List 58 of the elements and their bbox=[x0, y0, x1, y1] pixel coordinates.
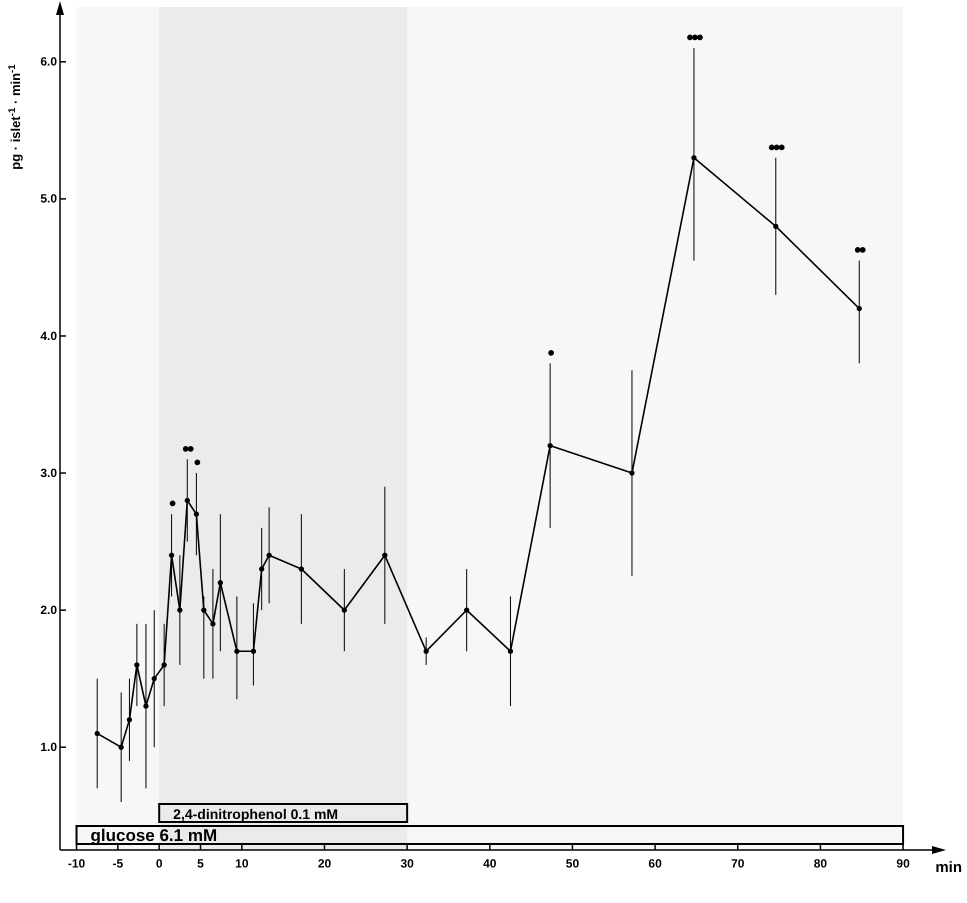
x-tick-label: 50 bbox=[566, 856, 580, 870]
point bbox=[298, 566, 304, 572]
point bbox=[162, 662, 167, 668]
x-tick-label: 80 bbox=[814, 856, 828, 870]
point bbox=[691, 155, 697, 160]
y-tick-label: 1.0 bbox=[40, 740, 58, 754]
y-tick-label: 5.0 bbox=[40, 192, 58, 206]
y-tick-label: 4.0 bbox=[40, 328, 58, 343]
y-tick-label: 2.0 bbox=[40, 602, 58, 617]
x-tick-label: -5 bbox=[112, 856, 124, 870]
point bbox=[143, 703, 149, 709]
x-axis-title: min bbox=[935, 859, 962, 876]
x-tick-label: 40 bbox=[483, 856, 497, 870]
point bbox=[201, 607, 206, 613]
point bbox=[126, 717, 132, 722]
point bbox=[250, 648, 256, 654]
point bbox=[342, 607, 347, 613]
point bbox=[424, 648, 429, 654]
point bbox=[152, 676, 157, 682]
y-tick-label: 3.0 bbox=[40, 466, 58, 480]
point bbox=[629, 470, 635, 476]
annotation: • bbox=[169, 493, 176, 516]
point bbox=[266, 552, 272, 558]
x-tick-label: 90 bbox=[896, 856, 910, 870]
x-tick-label: 30 bbox=[400, 856, 414, 870]
x-tick-label: 0 bbox=[156, 856, 163, 870]
annotation: ••• bbox=[768, 136, 786, 159]
point bbox=[773, 224, 778, 229]
band-label: 2,4-dinitrophenol 0.1 mM bbox=[173, 806, 338, 822]
x-tick-label: -10 bbox=[68, 856, 86, 870]
x-tick-label: 70 bbox=[731, 856, 745, 870]
point bbox=[134, 662, 140, 668]
point bbox=[210, 621, 216, 626]
point bbox=[184, 498, 190, 504]
point bbox=[118, 744, 124, 750]
annotation: • bbox=[194, 452, 201, 474]
point bbox=[508, 648, 514, 654]
annotation: •• bbox=[854, 240, 866, 262]
x-tick-label: 60 bbox=[648, 856, 662, 870]
point bbox=[856, 306, 862, 312]
x-tick-label: 10 bbox=[235, 856, 249, 870]
x-tick-label: 20 bbox=[318, 856, 332, 870]
point bbox=[547, 442, 553, 448]
point bbox=[464, 607, 470, 613]
point bbox=[94, 730, 100, 736]
annotation: ••• bbox=[686, 27, 704, 50]
point bbox=[168, 552, 174, 558]
annotation: • bbox=[548, 342, 555, 364]
annotation: •• bbox=[182, 438, 194, 460]
y-tick-label: 6.0 bbox=[40, 54, 58, 69]
x-tick-label: 5 bbox=[197, 856, 204, 870]
point bbox=[234, 648, 240, 654]
point bbox=[194, 512, 200, 517]
point bbox=[259, 566, 264, 572]
point bbox=[177, 607, 182, 613]
point bbox=[218, 580, 223, 586]
point bbox=[382, 552, 388, 558]
band-label: glucose 6.1 mM bbox=[90, 826, 218, 845]
